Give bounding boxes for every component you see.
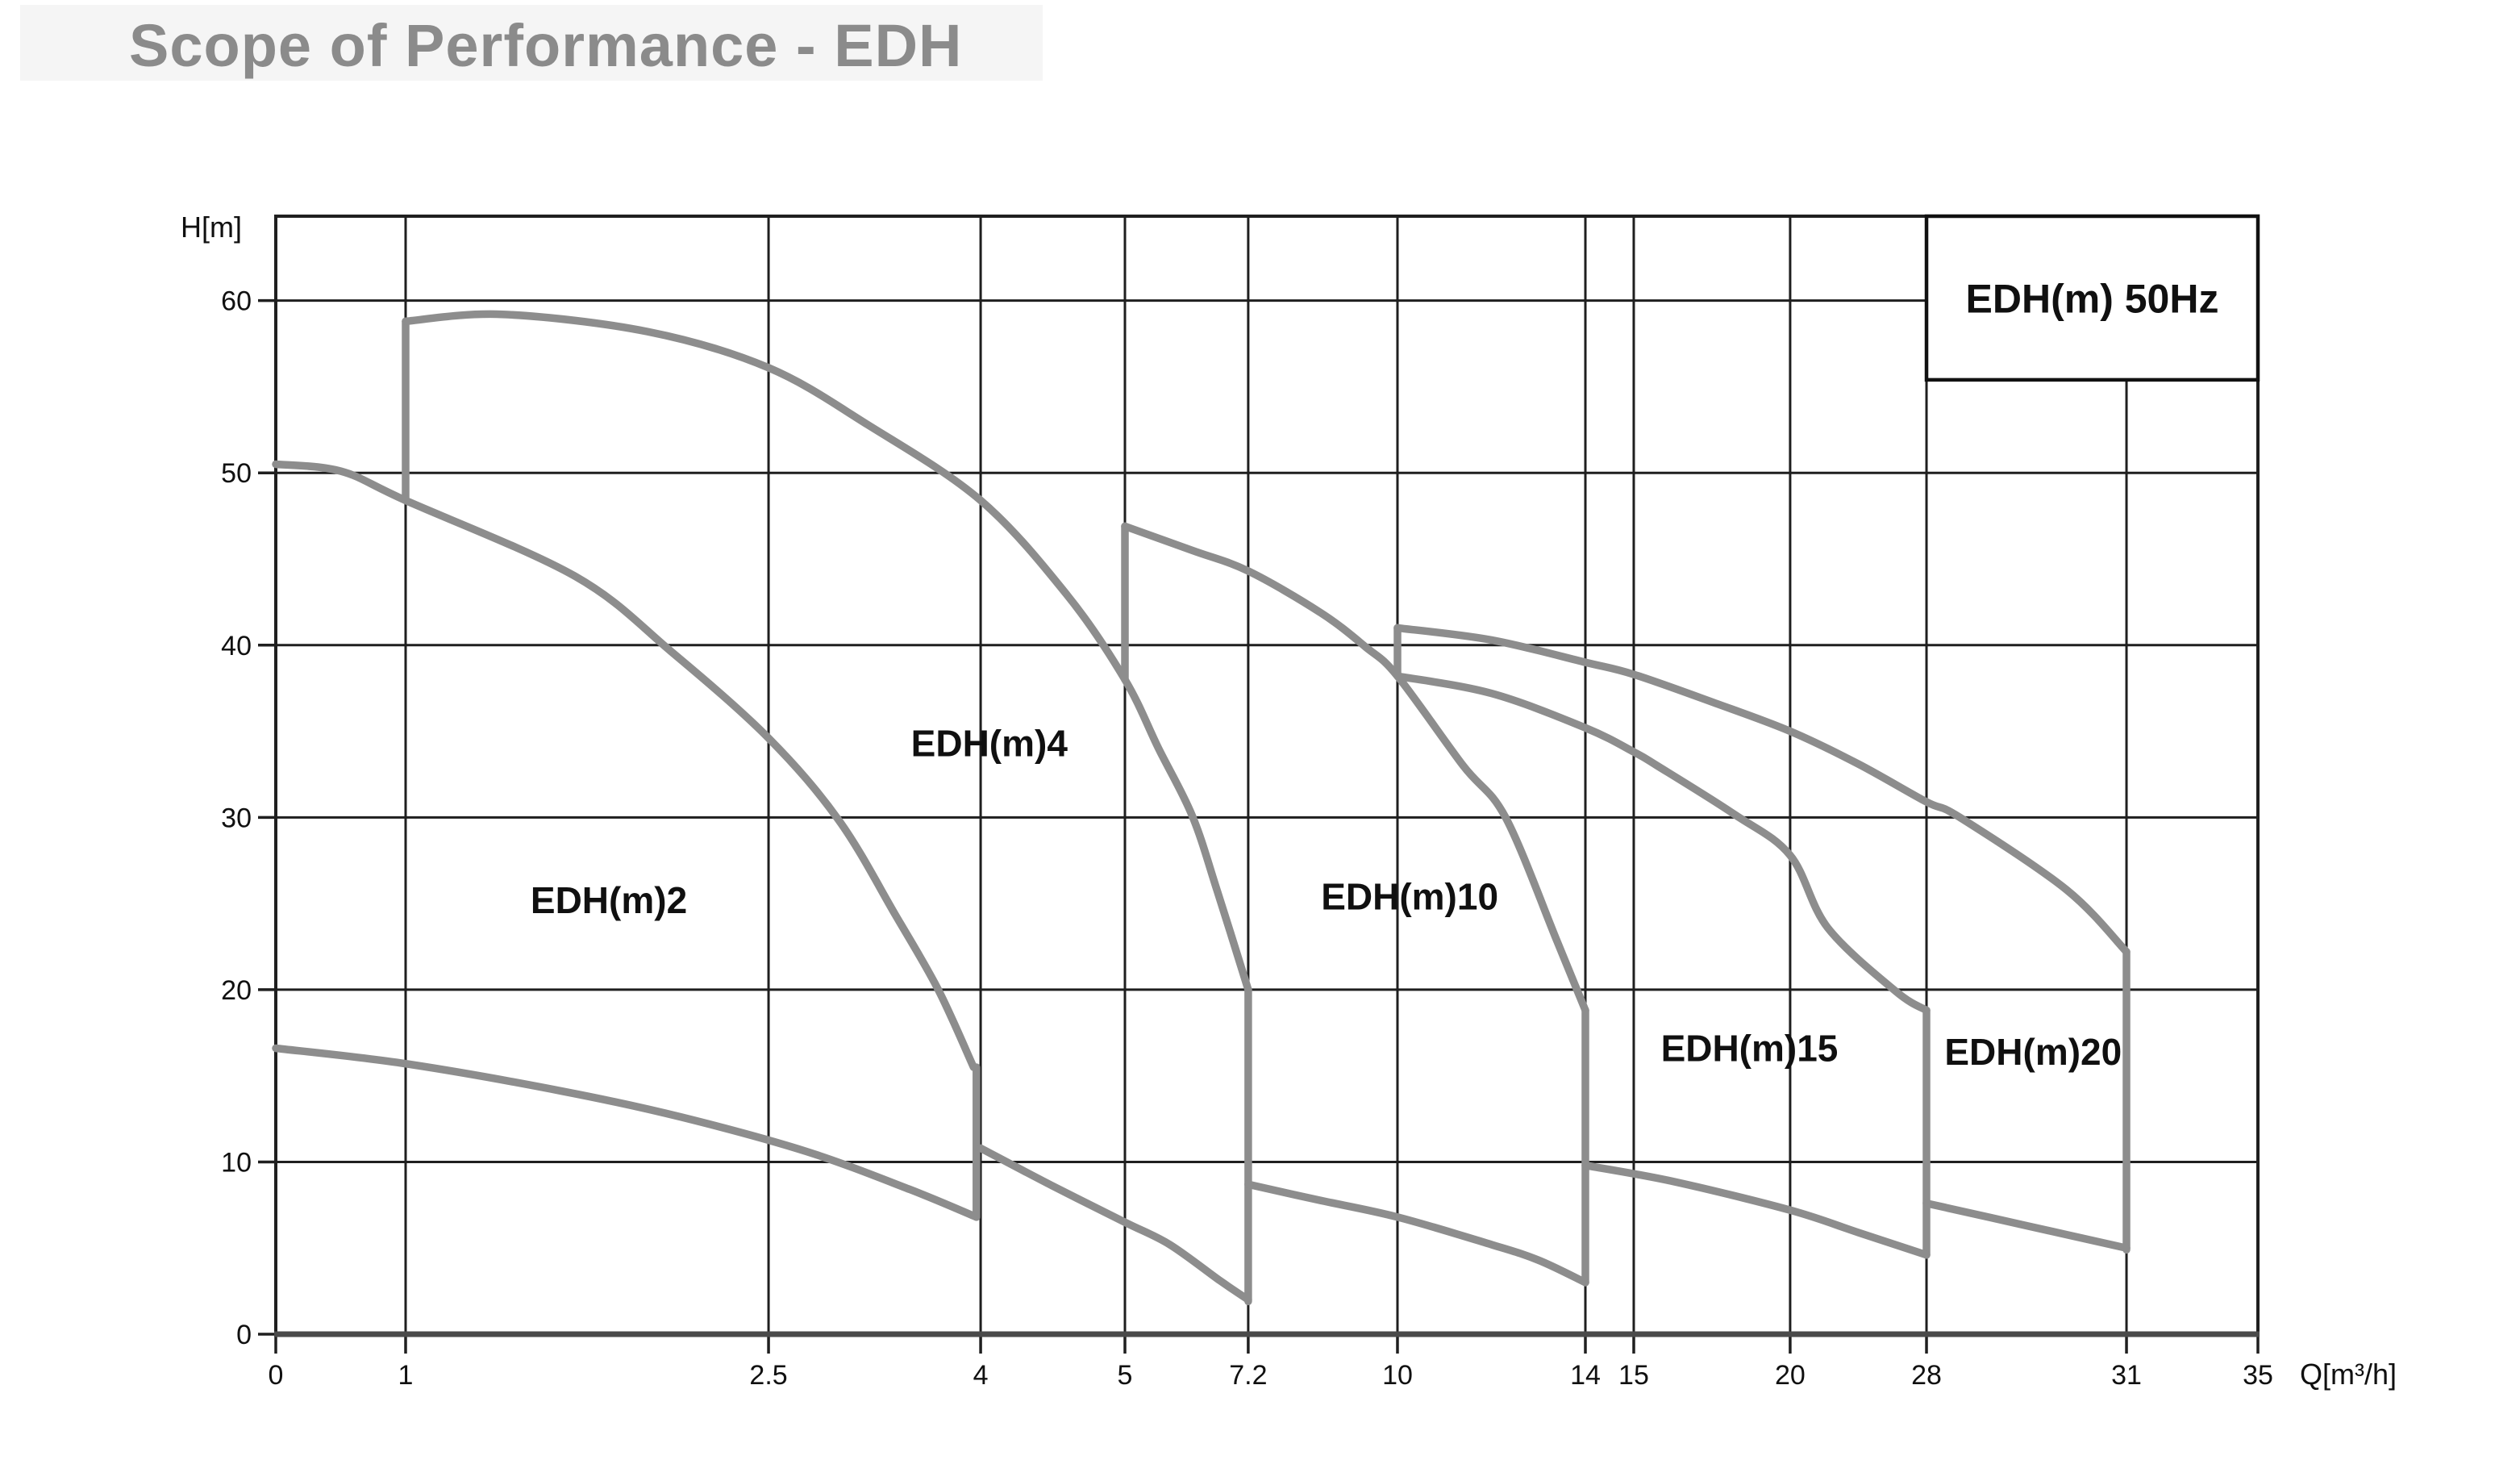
tick-label-x-2.5: 2.5: [749, 1360, 787, 1391]
plot-border: [274, 215, 2260, 1336]
tick-label-y-50: 50: [221, 458, 252, 489]
legend-label: EDH(m) 50Hz: [1966, 276, 2219, 321]
y-axis-unit-label: H[m]: [181, 211, 242, 244]
curve-EDH(m)15-top: [1393, 672, 1931, 1015]
tick-label-x-7.2: 7.2: [1229, 1360, 1267, 1391]
tick-label-x-14: 14: [1570, 1360, 1601, 1391]
curve-EDH(m)20-top: [1393, 624, 2131, 956]
curve-EDH(m)2-bottom: [272, 1044, 981, 1221]
tick-label-x-4: 4: [973, 1360, 989, 1391]
page-title: Scope of Performance - EDH: [129, 12, 963, 79]
region-label-EDH(m)15: EDH(m)15: [1661, 1027, 1839, 1069]
tick-label-x-1: 1: [398, 1360, 414, 1391]
tick-label-y-10: 10: [221, 1147, 252, 1178]
curve-EDH(m)15-bottom: [1581, 1161, 1931, 1259]
tick-label-x-10: 10: [1382, 1360, 1413, 1391]
legend-box: [1924, 214, 2260, 382]
curve-EDH(m)4-bottom: [977, 1144, 1252, 1304]
tick-label-x-20: 20: [1775, 1360, 1806, 1391]
curve-EDH(m)10-top: [1121, 522, 1589, 1015]
title-background: [20, 5, 1043, 81]
tick-label-x-31: 31: [2111, 1360, 2142, 1391]
tick-label-x-5: 5: [1118, 1360, 1133, 1391]
tick-label-x-35: 35: [2243, 1360, 2273, 1391]
tick-label-x-15: 15: [1618, 1360, 1649, 1391]
tick-label-y-60: 60: [221, 286, 252, 317]
curve-EDH(m)10-bottom: [1244, 1180, 1589, 1287]
tick-label-y-40: 40: [221, 631, 252, 661]
tick-label-y-30: 30: [221, 803, 252, 833]
curve-EDH(m)2-top: [272, 460, 978, 1071]
tick-label-x-0: 0: [269, 1360, 284, 1391]
curve-EDH(m)20-bottom: [1922, 1199, 2131, 1252]
x-axis-unit-label: Q[m³/h]: [2300, 1358, 2397, 1391]
region-label-EDH(m)10: EDH(m)10: [1321, 876, 1498, 918]
tick-label-x-28: 28: [1911, 1360, 1942, 1391]
tick-label-y-0: 0: [236, 1320, 252, 1350]
curve-EDH(m)4-top: [402, 310, 1252, 994]
region-label-EDH(m)20: EDH(m)20: [1944, 1031, 2122, 1073]
region-label-EDH(m)4: EDH(m)4: [911, 722, 1068, 764]
tick-label-y-20: 20: [221, 975, 252, 1006]
region-label-EDH(m)2: EDH(m)2: [531, 879, 687, 921]
